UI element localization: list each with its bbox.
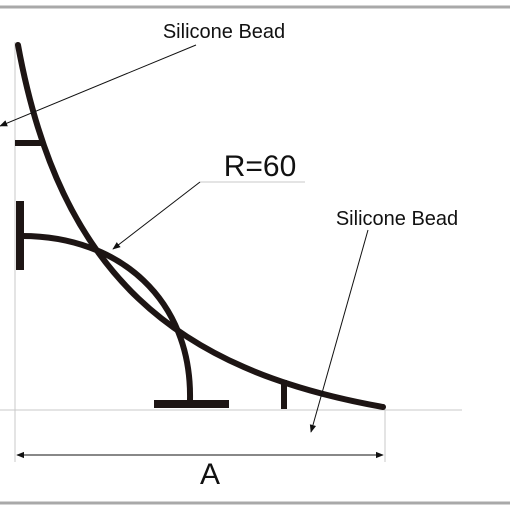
dimension-a-label: A (200, 458, 220, 491)
inner-profile-arc (21, 233, 194, 401)
silicone-bead-label-right: Silicone Bead (336, 208, 458, 230)
silicone-bead-label-top: Silicone Bead (163, 21, 285, 43)
radius-label: R=60 (224, 150, 297, 183)
outer-profile-curve (15, 42, 386, 410)
radius-leader-arrow (112, 181, 201, 250)
bead-right-leader-arrow (309, 229, 369, 433)
bead-top-leader-arrow (0, 44, 197, 127)
